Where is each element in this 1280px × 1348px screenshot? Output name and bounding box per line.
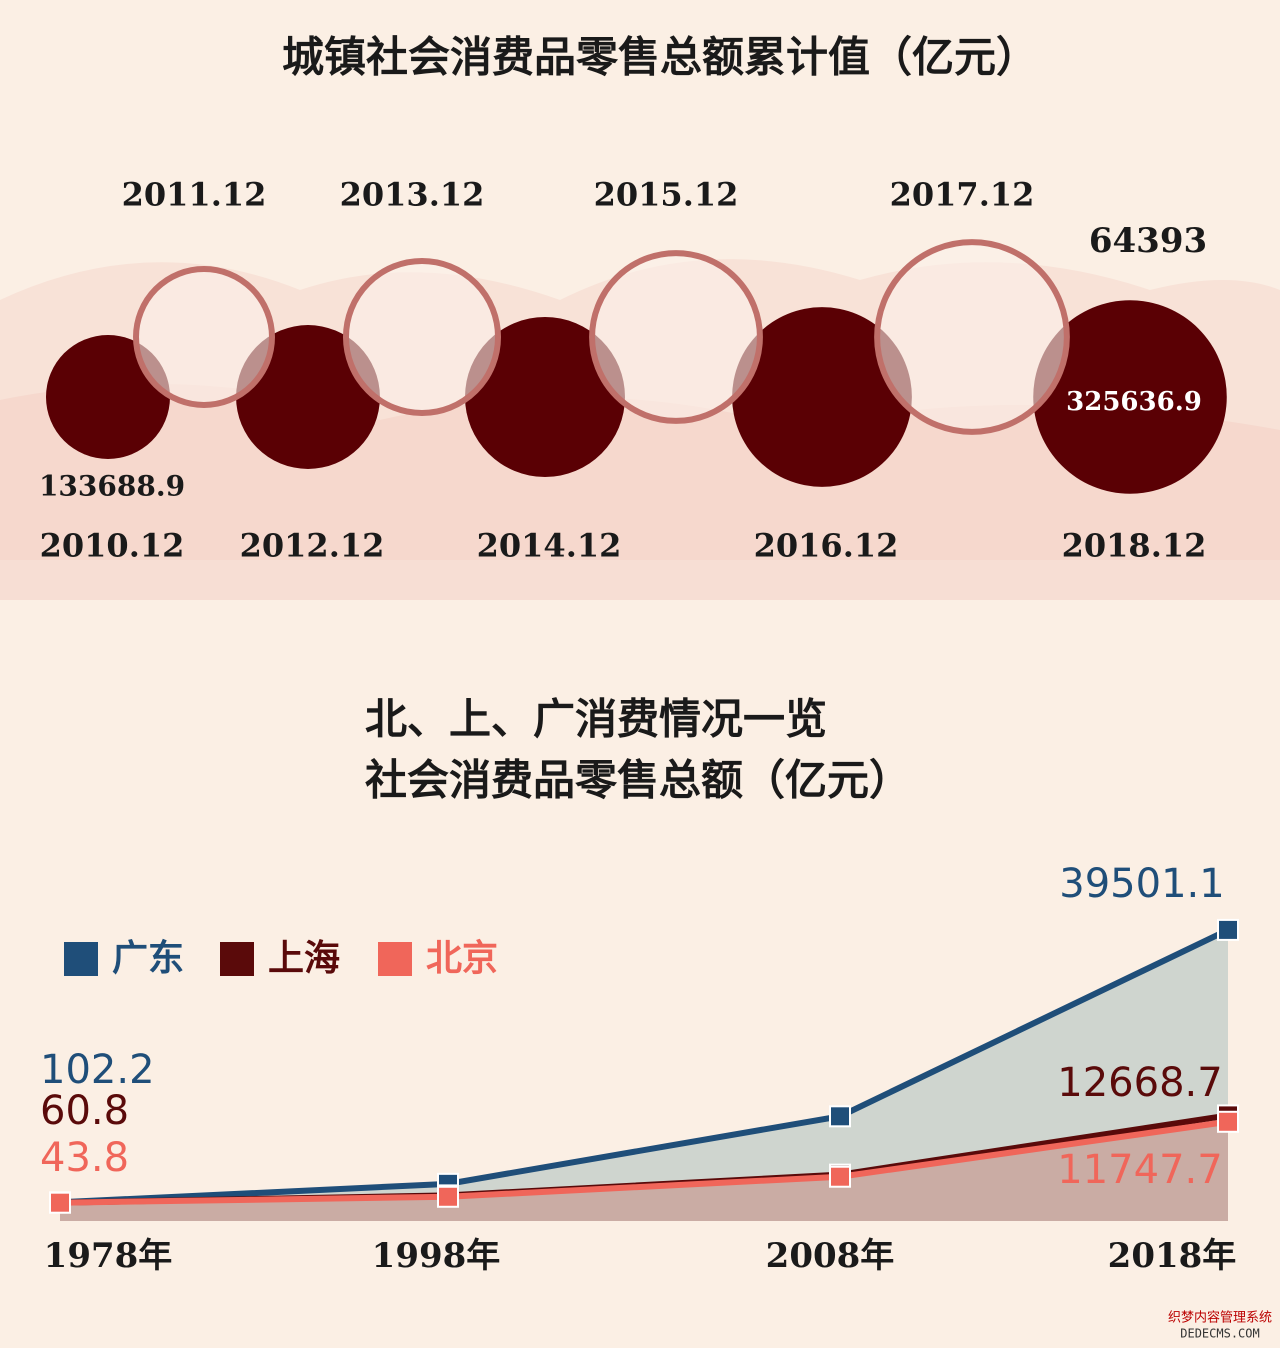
data-label: 39501.1 xyxy=(1059,861,1224,907)
data-label: 133688.9 xyxy=(39,470,185,503)
category-label: 2018.12 xyxy=(1062,527,1207,565)
bubble xyxy=(1033,300,1227,494)
marker xyxy=(829,1105,851,1128)
legend-label: 北京 xyxy=(426,937,498,979)
category-label: 2013.12 xyxy=(340,176,485,214)
line xyxy=(59,927,1230,1206)
x-tick-label: 2008年 xyxy=(766,1236,895,1276)
category-label: 2010.12 xyxy=(40,527,185,565)
x-tick-label: 2018年 xyxy=(1108,1236,1237,1276)
chart-title: 北、上、广消费情况一览 xyxy=(365,695,827,744)
watermark: DEDECMS.COM xyxy=(1180,1327,1259,1341)
marker xyxy=(49,1191,71,1214)
bubble xyxy=(236,325,380,469)
bubble xyxy=(589,250,763,424)
legend-swatch xyxy=(64,942,98,976)
annotation: 64393 xyxy=(1089,221,1207,261)
chart-subtitle: 社会消费品零售总额（亿元） xyxy=(365,756,911,805)
bubble xyxy=(465,317,625,477)
legend-swatch xyxy=(220,942,254,976)
chart-title: 城镇社会消费品零售总额累计值（亿元） xyxy=(282,33,1038,82)
data-label: 325636.9 xyxy=(1066,387,1202,417)
data-label: 12668.7 xyxy=(1057,1060,1222,1106)
data-label: 102.2 xyxy=(40,1047,155,1093)
x-tick-label: 1998年 xyxy=(372,1236,501,1276)
marker xyxy=(1217,918,1239,941)
line xyxy=(59,1118,1229,1206)
area xyxy=(60,1121,1228,1221)
bubble xyxy=(874,239,1070,435)
bubble xyxy=(342,257,502,417)
watermark: 织梦内容管理系统 xyxy=(1168,1310,1272,1326)
bubble xyxy=(732,307,912,487)
legend-swatch xyxy=(378,942,412,976)
category-label: 2014.12 xyxy=(477,527,622,565)
category-label: 2016.12 xyxy=(754,527,899,565)
bubble xyxy=(46,335,170,459)
legend-label: 广东 xyxy=(112,938,184,979)
category-label: 2017.12 xyxy=(890,176,1035,214)
category-label: 2011.12 xyxy=(122,176,267,214)
marker xyxy=(1217,1110,1239,1133)
x-tick-label: 1978年 xyxy=(44,1236,173,1276)
marker xyxy=(829,1165,851,1188)
category-label: 2015.12 xyxy=(594,176,739,214)
data-label: 60.8 xyxy=(40,1088,129,1134)
data-label: 43.8 xyxy=(40,1135,129,1181)
bubble xyxy=(133,266,275,408)
data-label: 11747.7 xyxy=(1057,1147,1222,1193)
category-label: 2012.12 xyxy=(240,527,385,565)
area xyxy=(60,929,1228,1221)
legend-label: 上海 xyxy=(268,938,340,979)
marker xyxy=(437,1185,459,1208)
